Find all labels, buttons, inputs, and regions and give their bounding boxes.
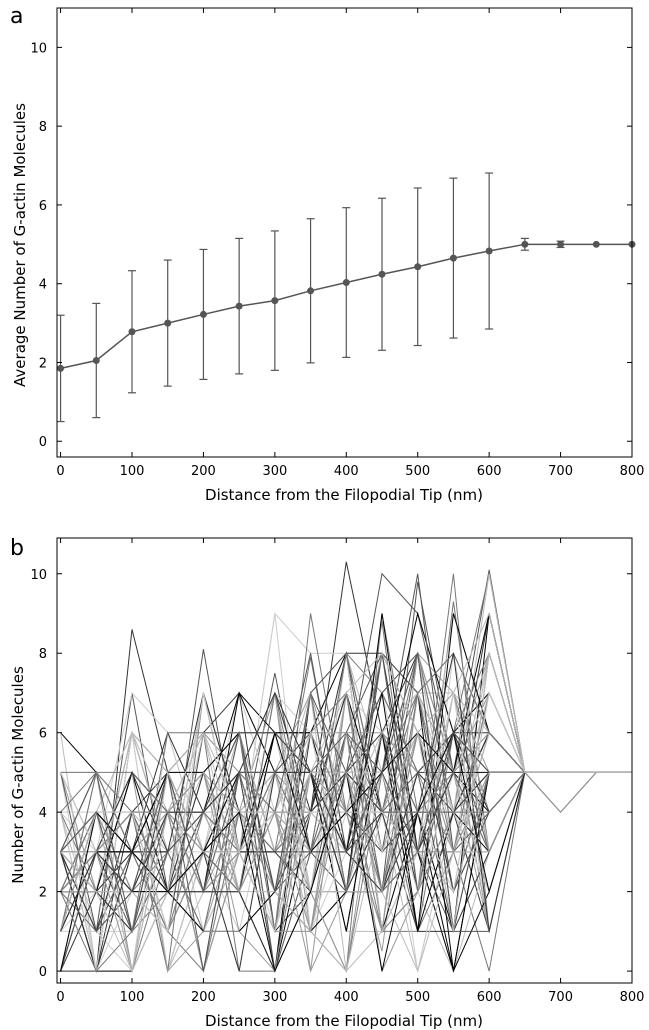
trajectory-line: [60, 691, 632, 893]
x-tick-label: 800: [620, 990, 645, 1005]
y-tick-label: 10: [30, 568, 47, 583]
y-tick-label: 10: [30, 41, 47, 56]
y-tick-label: 4: [39, 278, 47, 293]
x-tick-label: 100: [120, 464, 145, 479]
x-tick-label: 0: [56, 990, 64, 1005]
x-tick-label: 200: [191, 464, 216, 479]
data-point: [449, 254, 457, 262]
panel-a-label: a: [10, 4, 23, 29]
x-tick-label: 400: [334, 990, 359, 1005]
x-tick-label: 200: [191, 990, 216, 1005]
panel-a-x-ticks: 0 100 200 300 400 500 600 700 800: [56, 8, 644, 479]
data-point: [199, 310, 207, 318]
x-tick-label: 100: [120, 990, 145, 1005]
panel-b-y-axis-label: Number of G-actin Molecules: [9, 666, 27, 884]
data-point: [235, 302, 243, 310]
panel-b-y-ticks: 0 2 4 6 8 10: [30, 568, 632, 980]
data-point: [57, 364, 65, 372]
trajectory-line: [60, 692, 632, 892]
x-tick-label: 700: [548, 464, 573, 479]
panel-b-x-axis-label: Distance from the Filopodial Tip (nm): [205, 1012, 483, 1030]
y-tick-label: 2: [39, 356, 47, 371]
trajectory-line: [60, 732, 632, 933]
y-tick-label: 4: [39, 806, 47, 821]
y-tick-label: 0: [39, 965, 47, 980]
data-point: [414, 263, 422, 271]
y-tick-label: 0: [39, 435, 47, 450]
panel-b-frame: [56, 537, 633, 984]
x-tick-label: 500: [405, 990, 430, 1005]
data-point: [271, 297, 279, 305]
data-point: [485, 247, 493, 255]
data-point: [307, 287, 315, 295]
panel-b-plot-area: [60, 561, 632, 974]
x-tick-label: 700: [548, 990, 573, 1005]
trajectory-line: [60, 730, 632, 934]
data-point: [92, 357, 100, 365]
panel-b-label: b: [10, 536, 24, 561]
x-tick-label: 600: [477, 990, 502, 1005]
panel-b-x-ticks: 0 100 200 300 400 500 600 700 800: [56, 538, 644, 1005]
trajectory-line: [60, 732, 632, 932]
data-point: [592, 240, 600, 248]
data-point: [521, 240, 529, 248]
panel-a-frame: [56, 7, 633, 458]
y-tick-label: 2: [39, 886, 47, 901]
trajectory-line: [60, 651, 632, 853]
x-tick-label: 0: [56, 464, 64, 479]
y-tick-label: 6: [39, 199, 47, 214]
y-tick-label: 8: [39, 120, 47, 135]
y-tick-label: 6: [39, 727, 47, 742]
trajectory-line: [60, 611, 632, 973]
x-tick-label: 300: [262, 464, 287, 479]
panel-a-y-axis-label: Average Number of G-actin Molecules: [11, 103, 29, 387]
trajectory-line: [60, 652, 632, 973]
data-point: [164, 319, 172, 327]
x-tick-label: 800: [620, 464, 645, 479]
trajectory-line: [60, 771, 632, 972]
panel-a: a 0 100 200 300 400 500 600 700 800 0 2 4 6 8 10 Dist…: [10, 4, 644, 504]
trajectory-line: [60, 613, 632, 973]
trajectory-line: [60, 770, 632, 972]
data-point: [128, 328, 136, 336]
data-point: [342, 279, 350, 287]
panel-a-y-ticks: 0 2 4 6 8 10: [30, 41, 632, 450]
trajectory-line: [60, 613, 632, 974]
trajectory-line: [60, 601, 632, 934]
data-point: [378, 270, 386, 278]
y-tick-label: 8: [39, 647, 47, 662]
x-tick-label: 300: [262, 990, 287, 1005]
panel-b: b 0 100 200 300 400 500 600 700 800 0 2 4 6 8 10 Dist…: [9, 536, 644, 1030]
panel-a-x-axis-label: Distance from the Filopodial Tip (nm): [205, 486, 483, 504]
x-tick-label: 500: [405, 464, 430, 479]
x-tick-label: 600: [477, 464, 502, 479]
data-point: [557, 240, 565, 248]
panel-a-plot-area: [56, 172, 636, 423]
x-tick-label: 400: [334, 464, 359, 479]
